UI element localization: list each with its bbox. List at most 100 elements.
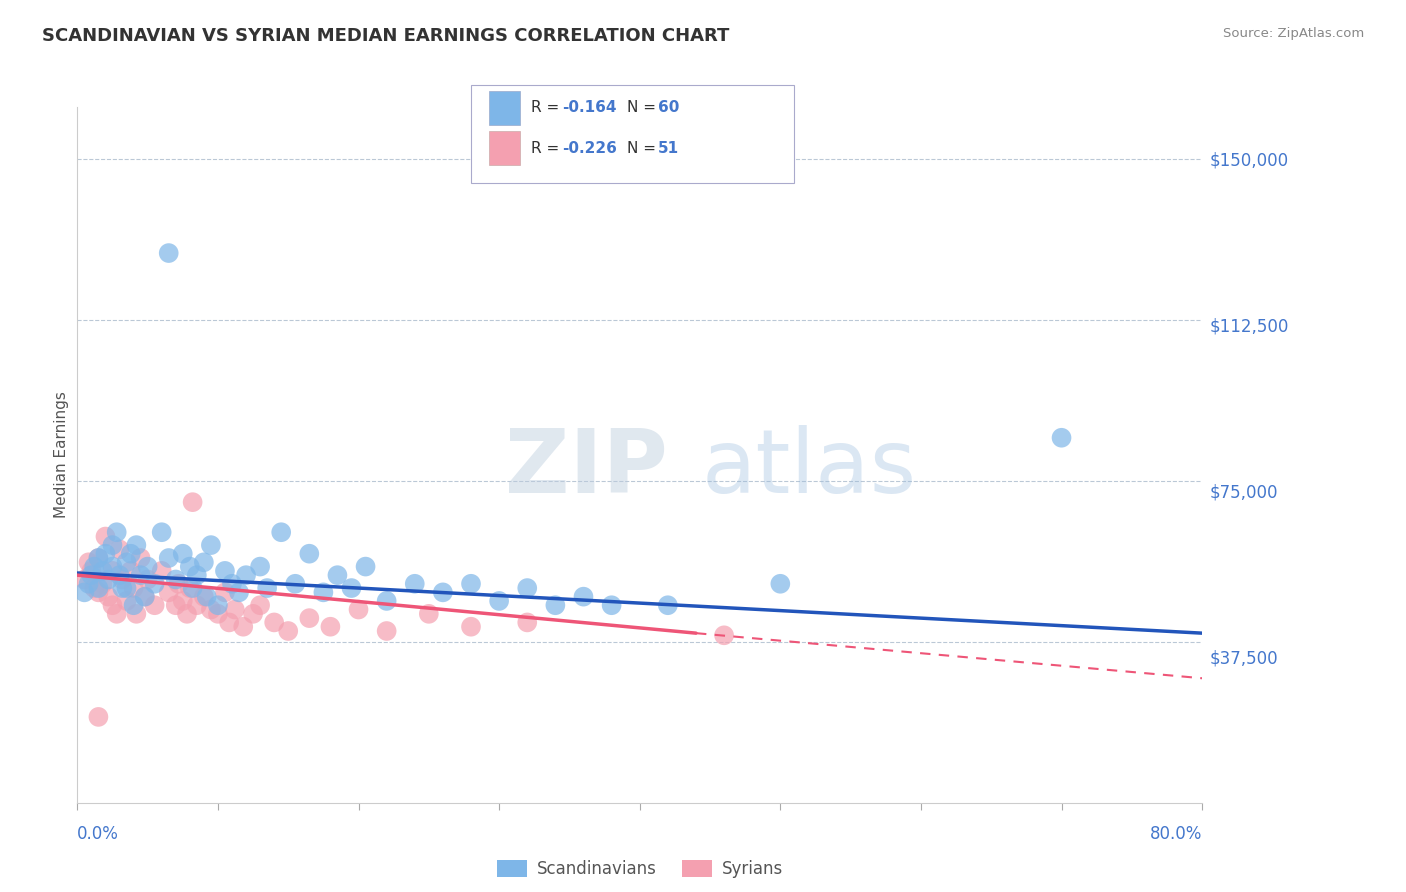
Point [120,547,142,561]
Point [80,568,103,582]
Point [657,599,679,613]
Point [713,628,735,642]
Point [572,590,595,604]
Point [249,599,271,613]
Point [242,607,264,621]
Point [214,564,236,578]
Point [488,594,510,608]
Point [134,590,156,604]
Point [600,599,623,613]
Point [87,585,110,599]
Text: R =: R = [531,141,565,155]
Point [83,559,105,574]
Point [134,590,156,604]
Point [150,564,173,578]
Point [207,599,229,613]
Point [101,564,124,578]
Point [125,538,148,552]
Point [165,599,187,613]
Text: Source: ZipAtlas.com: Source: ZipAtlas.com [1223,27,1364,40]
Point [122,599,145,613]
Point [111,573,134,587]
Point [228,585,250,599]
Point [129,568,152,582]
Point [1050,431,1073,445]
Point [200,602,222,616]
Point [129,551,152,566]
Point [136,559,159,574]
Point [172,594,194,608]
Text: N =: N = [627,101,661,115]
Text: atlas: atlas [702,425,917,512]
Point [193,555,215,569]
Text: -0.226: -0.226 [562,141,617,155]
Point [195,590,218,604]
Y-axis label: Median Earnings: Median Earnings [53,392,69,518]
Point [111,581,134,595]
Point [418,607,440,621]
Point [157,585,180,599]
Text: $150,000: $150,000 [1209,152,1288,169]
Point [87,710,110,724]
Point [87,581,110,595]
Point [77,555,100,569]
Point [122,581,145,595]
Text: R =: R = [531,101,565,115]
Text: N =: N = [627,141,661,155]
Point [176,607,198,621]
Point [270,525,292,540]
Text: 60: 60 [658,101,679,115]
Text: 51: 51 [658,141,679,155]
Point [73,585,96,599]
Point [97,590,120,604]
Point [87,551,110,566]
Point [516,581,538,595]
Point [298,611,321,625]
Point [105,525,128,540]
Text: $75,000: $75,000 [1209,483,1278,501]
Point [87,551,110,566]
Point [143,576,166,591]
Point [340,581,363,595]
Point [115,581,138,595]
Point [181,495,204,509]
Point [143,599,166,613]
Point [101,538,124,552]
Point [125,607,148,621]
Point [80,564,103,578]
Point [284,576,307,591]
Point [120,564,142,578]
Point [115,555,138,569]
Text: $112,500: $112,500 [1209,318,1288,335]
Point [319,620,342,634]
Point [221,576,243,591]
Point [263,615,285,630]
Point [207,607,229,621]
Point [256,581,278,595]
Point [150,525,173,540]
Point [108,542,131,557]
Point [347,602,370,616]
Text: ZIP: ZIP [505,425,668,512]
Point [218,615,240,630]
Point [249,559,271,574]
Point [179,559,201,574]
Point [172,547,194,561]
Point [91,564,114,578]
Point [298,547,321,561]
Point [83,581,105,595]
Point [91,576,114,591]
Point [101,599,124,613]
Text: SCANDINAVIAN VS SYRIAN MEDIAN EARNINGS CORRELATION CHART: SCANDINAVIAN VS SYRIAN MEDIAN EARNINGS C… [42,27,730,45]
Point [312,585,335,599]
Point [136,573,159,587]
Point [73,573,96,587]
Point [232,620,254,634]
Point [354,559,377,574]
Point [94,529,117,543]
Point [165,573,187,587]
Point [186,599,208,613]
Point [224,602,246,616]
Point [77,576,100,591]
Point [375,594,398,608]
